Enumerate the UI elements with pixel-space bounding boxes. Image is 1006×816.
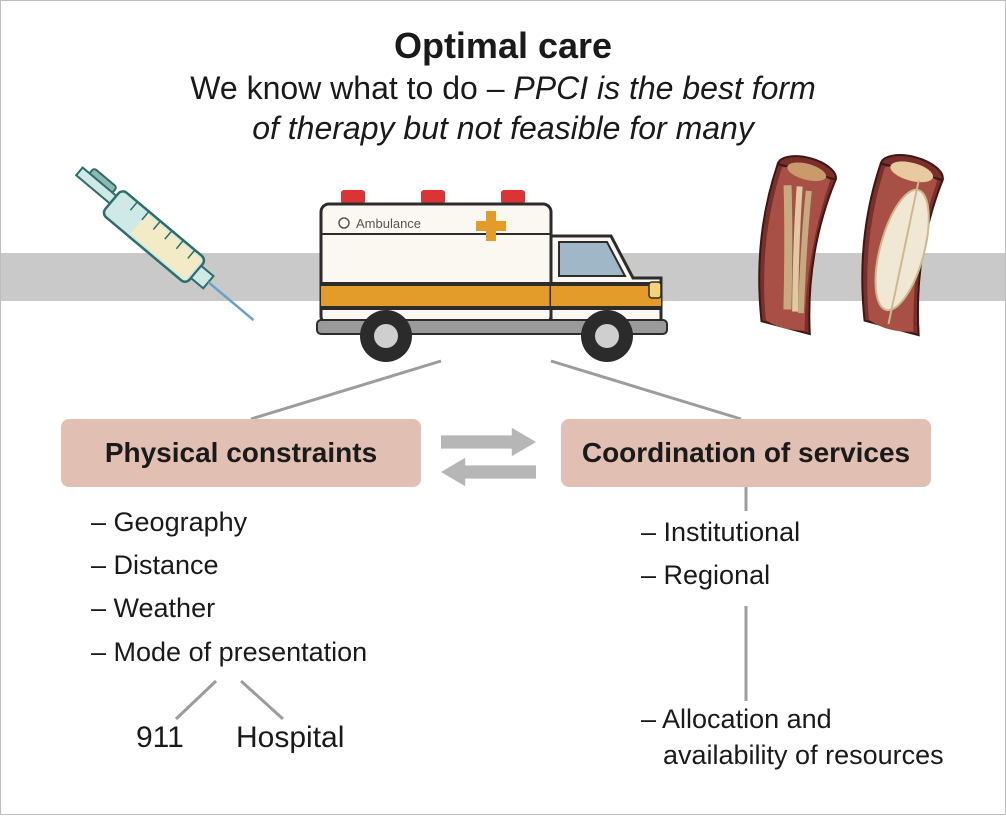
bullet-item: Geography — [91, 501, 367, 544]
bullet-item: Mode of presentation — [91, 631, 367, 674]
coordination-services-bullets: InstitutionalRegional — [641, 511, 800, 597]
allocation-line1: Allocation and — [641, 701, 944, 737]
mode-911-label: 911 — [136, 721, 184, 755]
bullet-item: Institutional — [641, 511, 800, 554]
bidirectional-arrows-icon — [1, 1, 1006, 816]
physical-constraints-bullets: GeographyDistanceWeatherMode of presenta… — [91, 501, 367, 674]
bullet-item: Regional — [641, 554, 800, 597]
mode-hospital-label: Hospital — [236, 721, 344, 755]
allocation-line2: availability of resources — [663, 737, 944, 773]
bullet-item: Distance — [91, 544, 367, 587]
diagram-canvas: Optimal care We know what to do – PPCI i… — [1, 1, 1005, 814]
bullet-item: Weather — [91, 587, 367, 630]
allocation-item: Allocation andavailability of resources — [641, 701, 944, 774]
